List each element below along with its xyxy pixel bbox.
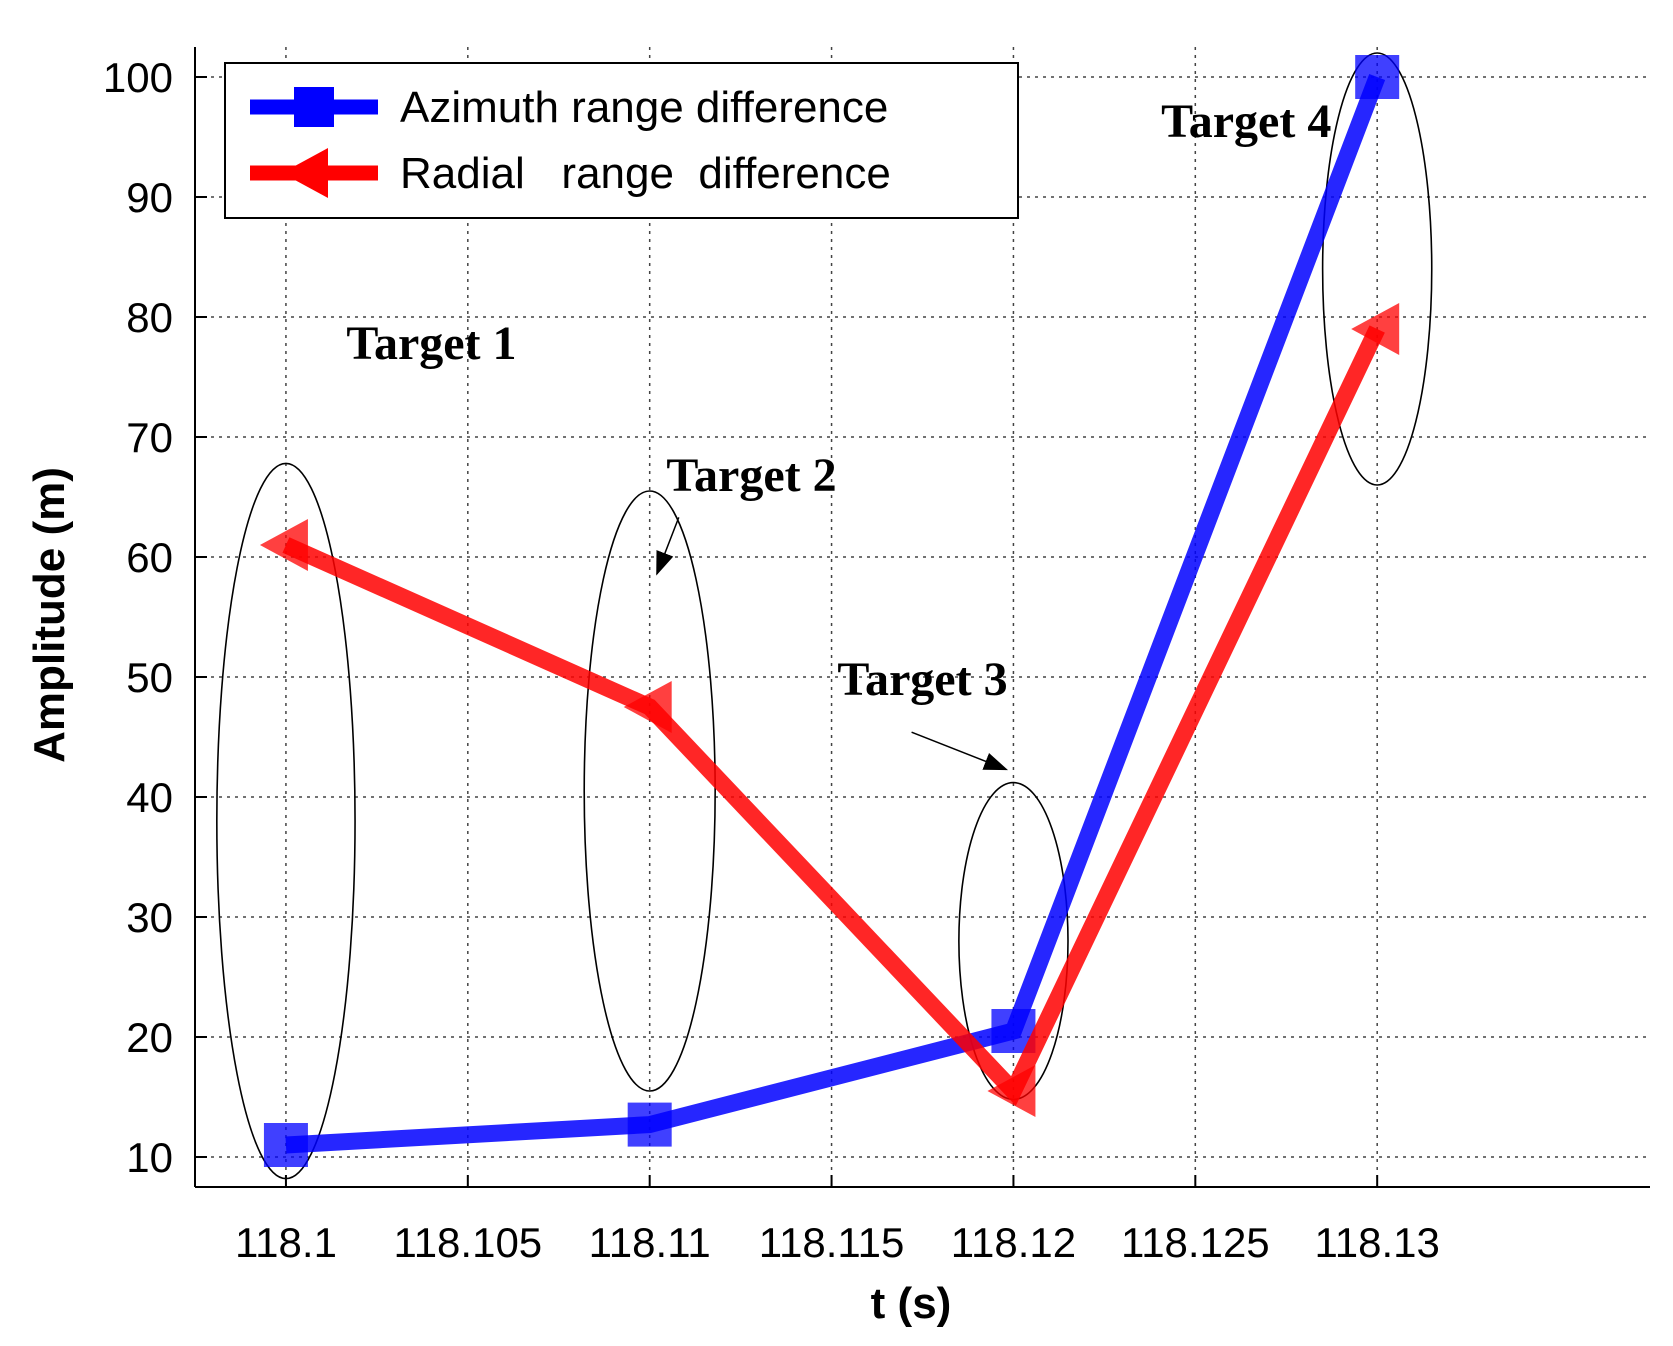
series-line-2: [282, 325, 1385, 1106]
annotation-arrow-1: [656, 517, 680, 576]
series-1-marker: [1355, 55, 1400, 99]
x-axis-label: t (s): [871, 1279, 952, 1328]
annotation-target-3: Target 3: [837, 653, 1007, 706]
y-tick-label: 70: [126, 414, 173, 461]
series-2-marker: [623, 681, 672, 733]
y-tick-label: 20: [126, 1014, 173, 1061]
x-tick-label: 118.13: [1315, 1219, 1440, 1266]
y-tick-label: 50: [126, 654, 173, 701]
y-tick-label: 90: [126, 174, 173, 221]
y-tick-label: 40: [126, 774, 173, 821]
y-tick-label: 100: [103, 54, 173, 101]
series-lines: [259, 55, 1400, 1167]
legend-swatch-marker-1: [294, 87, 334, 127]
annotations: Target 1 Target 2 Target 3 Target 4: [346, 95, 1331, 771]
series-2-marker: [1351, 303, 1400, 355]
series-2-marker: [987, 1065, 1036, 1117]
legend-swatch-marker-2: [282, 148, 328, 198]
target-ellipse-2: [583, 490, 716, 1092]
x-tick-label: 118.1: [235, 1219, 337, 1266]
annotation-target-1: Target 1: [346, 317, 516, 370]
legend: Azimuth range difference Radial range di…: [224, 62, 1019, 219]
x-tick-label: 118.125: [1121, 1219, 1270, 1266]
series-line-1: [285, 73, 1386, 1154]
annotation-arrow-2: [911, 731, 1009, 771]
x-tick-label: 118.11: [589, 1219, 711, 1266]
legend-box: [224, 62, 1019, 219]
x-tick-label: 118.105: [393, 1219, 542, 1266]
series-1-marker: [263, 1123, 308, 1167]
legend-label-radial: Radial range difference: [400, 149, 891, 198]
annotation-target-2: Target 2: [666, 449, 836, 502]
x-tick-label: 118.12: [951, 1219, 1076, 1266]
annotation-target-4: Target 4: [1161, 95, 1331, 148]
legend-label-azimuth: Azimuth range difference: [400, 83, 888, 132]
y-tick-label: 80: [126, 294, 173, 341]
y-tick-label: 10: [126, 1134, 173, 1181]
target-ellipse-4: [1321, 52, 1433, 486]
y-tick-label: 30: [126, 894, 173, 941]
series-1-marker: [627, 1102, 672, 1147]
y-tick-label: 60: [126, 534, 173, 581]
x-tick-label: 118.115: [759, 1219, 905, 1266]
axes: 118.1 118.105 118.11 118.115 118.12 118.125 11…: [103, 47, 1650, 1266]
series-2-marker: [259, 519, 308, 571]
y-axis-label: Amplitude (m): [25, 467, 74, 763]
